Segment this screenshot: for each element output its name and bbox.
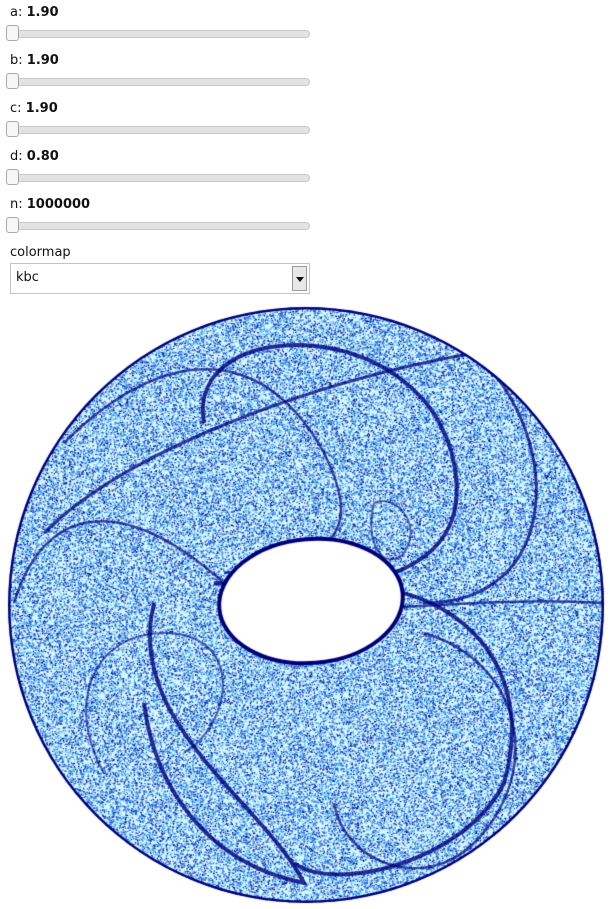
colormap-label: colormap	[10, 245, 71, 260]
slider-b-label: b:	[10, 53, 23, 68]
slider-n-value: 1000000	[26, 197, 91, 212]
attractor-plot	[4, 303, 608, 907]
slider-b-label-row: b: 1.90	[10, 52, 310, 70]
colormap-select[interactable]: kbc	[10, 263, 310, 294]
slider-n-handle[interactable]	[6, 217, 19, 233]
slider-a-control: a: 1.90	[6, 4, 310, 41]
slider-b-control: b: 1.90	[6, 52, 310, 89]
slider-c-label: c:	[10, 101, 22, 116]
slider-b-handle[interactable]	[6, 73, 19, 89]
slider-n-label: n:	[10, 197, 23, 212]
slider-d-label-row: d: 0.80	[10, 148, 310, 166]
slider-d-control: d: 0.80	[6, 148, 310, 185]
slider-n-label-row: n: 1000000	[10, 196, 310, 214]
slider-a-track[interactable]	[6, 25, 310, 41]
chevron-down-icon[interactable]	[292, 266, 307, 291]
slider-a-label: a:	[10, 5, 23, 20]
slider-c-track[interactable]	[6, 121, 310, 137]
slider-n-track[interactable]	[6, 217, 310, 233]
slider-b-track[interactable]	[6, 73, 310, 89]
slider-n-control: n: 1000000	[6, 196, 310, 233]
slider-c-label-row: c: 1.90	[10, 100, 310, 118]
slider-a-label-row: a: 1.90	[10, 4, 310, 22]
slider-d-track[interactable]	[6, 169, 310, 185]
slider-d-label: d:	[10, 149, 23, 164]
slider-d-value: 0.80	[26, 149, 59, 164]
colormap-selected-value: kbc	[16, 270, 39, 285]
slider-c-handle[interactable]	[6, 121, 19, 137]
slider-c-control: c: 1.90	[6, 100, 310, 137]
slider-d-handle[interactable]	[6, 169, 19, 185]
slider-b-value: 1.90	[26, 53, 59, 68]
slider-a-handle[interactable]	[6, 25, 19, 41]
slider-a-value: 1.90	[26, 5, 59, 20]
slider-c-value: 1.90	[25, 101, 58, 116]
